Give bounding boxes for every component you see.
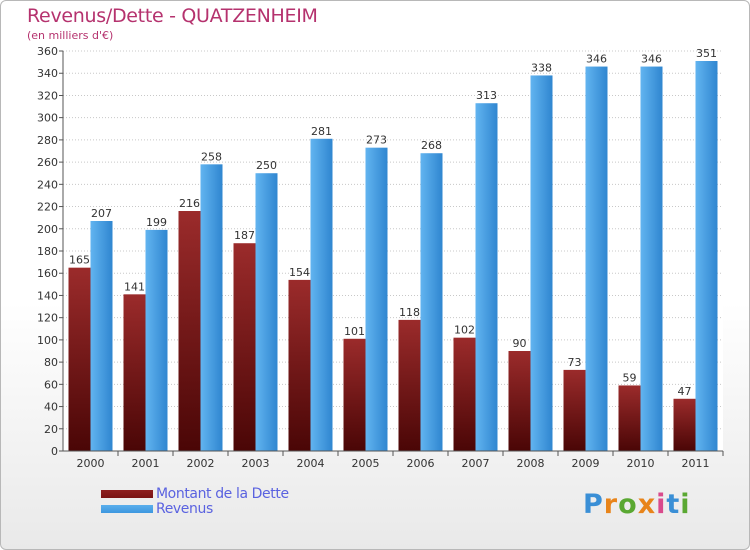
y-tick-label: 360 <box>37 45 58 58</box>
bar-dette <box>233 243 256 451</box>
legend-label-dette: Montant de la Dette <box>156 486 289 502</box>
y-tick-label: 200 <box>37 223 58 236</box>
legend-swatch-dette <box>101 490 153 498</box>
legend-swatch-revenus <box>101 505 153 513</box>
data-label-dette: 47 <box>678 385 692 398</box>
y-tick-label: 240 <box>37 178 58 191</box>
chart-title: Revenus/Dette - QUATZENHEIM <box>27 5 318 27</box>
data-label-dette: 101 <box>344 325 365 338</box>
bar-dette <box>398 319 421 451</box>
x-tick-label: 2000 <box>77 457 105 470</box>
bar-revenus <box>530 75 553 451</box>
data-label-revenus: 338 <box>531 61 552 74</box>
data-label-dette: 154 <box>289 266 310 279</box>
bar-revenus <box>695 61 718 451</box>
data-label-revenus: 250 <box>256 159 277 172</box>
data-label-dette: 118 <box>399 306 420 319</box>
data-label-revenus: 281 <box>311 125 332 138</box>
bar-dette <box>618 385 641 451</box>
logo-letter: i <box>680 489 691 520</box>
bar-revenus <box>145 229 168 451</box>
y-tick-label: 280 <box>37 134 58 147</box>
y-tick-label: 300 <box>37 112 58 125</box>
bar-dette <box>343 338 366 451</box>
logo-letter: o <box>618 489 638 520</box>
data-label-revenus: 199 <box>146 216 167 229</box>
chart-subtitle: (en milliers d'€) <box>27 29 114 42</box>
x-tick-label: 2004 <box>297 457 325 470</box>
x-tick-label: 2007 <box>462 457 490 470</box>
bar-revenus <box>90 221 113 451</box>
y-tick-label: 120 <box>37 312 58 325</box>
y-tick-label: 40 <box>44 401 58 414</box>
bar-revenus <box>255 173 278 451</box>
bar-revenus <box>310 138 333 451</box>
bar-dette <box>288 279 311 451</box>
data-label-dette: 141 <box>124 280 145 293</box>
x-tick-label: 2005 <box>352 457 380 470</box>
bar-revenus <box>365 147 388 451</box>
y-tick-label: 180 <box>37 245 58 258</box>
x-tick-label: 2001 <box>132 457 160 470</box>
logo-letter: x <box>637 489 657 520</box>
bar-revenus <box>200 164 223 452</box>
data-label-dette: 187 <box>234 229 255 242</box>
data-label-dette: 90 <box>513 337 527 350</box>
bar-dette <box>68 267 91 451</box>
x-tick-label: 2009 <box>572 457 600 470</box>
bar-revenus <box>475 103 498 451</box>
data-label-dette: 59 <box>623 371 637 384</box>
y-tick-label: 60 <box>44 378 58 391</box>
data-label-revenus: 313 <box>476 89 497 102</box>
y-tick-label: 80 <box>44 356 58 369</box>
bar-dette <box>123 294 146 451</box>
bar-dette <box>673 398 696 451</box>
data-label-revenus: 207 <box>91 207 112 220</box>
y-tick-label: 20 <box>44 423 58 436</box>
logo-letter: t <box>666 489 681 520</box>
data-label-dette: 165 <box>69 254 90 267</box>
bar-dette <box>453 337 476 451</box>
logo-letter: i <box>656 489 667 520</box>
x-tick-label: 2003 <box>242 457 270 470</box>
data-label-revenus: 351 <box>696 47 717 60</box>
bar-revenus <box>420 153 443 451</box>
data-label-revenus: 346 <box>586 53 607 66</box>
y-tick-label: 320 <box>37 89 58 102</box>
y-tick-label: 100 <box>37 334 58 347</box>
bar-dette <box>508 351 531 451</box>
logo-letter: r <box>603 489 619 520</box>
y-tick-label: 140 <box>37 289 58 302</box>
data-label-dette: 73 <box>568 356 582 369</box>
proxiti-logo: Proxiti <box>583 489 691 520</box>
data-label-dette: 216 <box>179 197 200 210</box>
y-tick-label: 340 <box>37 67 58 80</box>
bar-revenus <box>585 66 608 452</box>
y-tick-label: 260 <box>37 156 58 169</box>
bar-revenus <box>640 66 663 452</box>
y-tick-label: 160 <box>37 267 58 280</box>
y-tick-label: 220 <box>37 201 58 214</box>
data-label-revenus: 273 <box>366 134 387 147</box>
data-label-revenus: 346 <box>641 53 662 66</box>
bar-dette <box>563 369 586 451</box>
x-tick-label: 2010 <box>627 457 655 470</box>
data-label-dette: 102 <box>454 324 475 337</box>
x-tick-label: 2002 <box>187 457 215 470</box>
x-tick-label: 2006 <box>407 457 435 470</box>
logo-letter: P <box>583 489 604 520</box>
y-tick-label: 0 <box>51 445 58 458</box>
bar-dette <box>178 211 201 451</box>
data-label-revenus: 268 <box>421 139 442 152</box>
legend-label-revenus: Revenus <box>156 501 213 517</box>
x-tick-label: 2008 <box>517 457 545 470</box>
x-tick-label: 2011 <box>682 457 710 470</box>
data-label-revenus: 258 <box>201 150 222 163</box>
